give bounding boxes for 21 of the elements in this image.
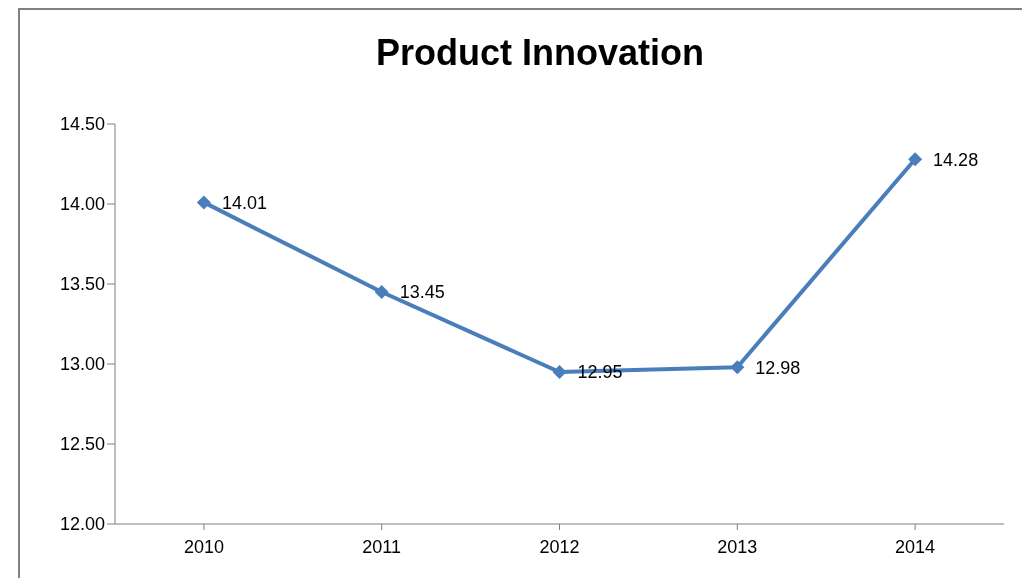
point <box>552 365 567 379</box>
x-tick-label: 2010 <box>183 536 224 557</box>
x-tick-label: 2013 <box>717 536 758 557</box>
chart-title: Product Innovation <box>375 32 705 74</box>
point <box>374 285 389 299</box>
point <box>908 152 923 167</box>
y-tick-label: 13.00 <box>59 354 105 375</box>
y-tick-label: 13.50 <box>59 274 105 295</box>
data-label: 14.01 <box>221 192 267 213</box>
y-tick-label: 14.00 <box>59 194 105 215</box>
y-tick-label: 12.50 <box>59 434 105 455</box>
x-tick-label: 2011 <box>362 536 402 557</box>
y-tick-label: 14.50 <box>59 114 105 135</box>
point <box>730 360 745 375</box>
point <box>196 195 211 210</box>
x-tick-label: 2014 <box>895 536 936 557</box>
data-label: 14.28 <box>933 149 979 170</box>
x-tick-label: 2012 <box>539 536 580 557</box>
y-tick-label: 12.00 <box>59 514 105 535</box>
data-label: 12.98 <box>755 357 801 378</box>
data-label: 13.45 <box>399 282 445 303</box>
